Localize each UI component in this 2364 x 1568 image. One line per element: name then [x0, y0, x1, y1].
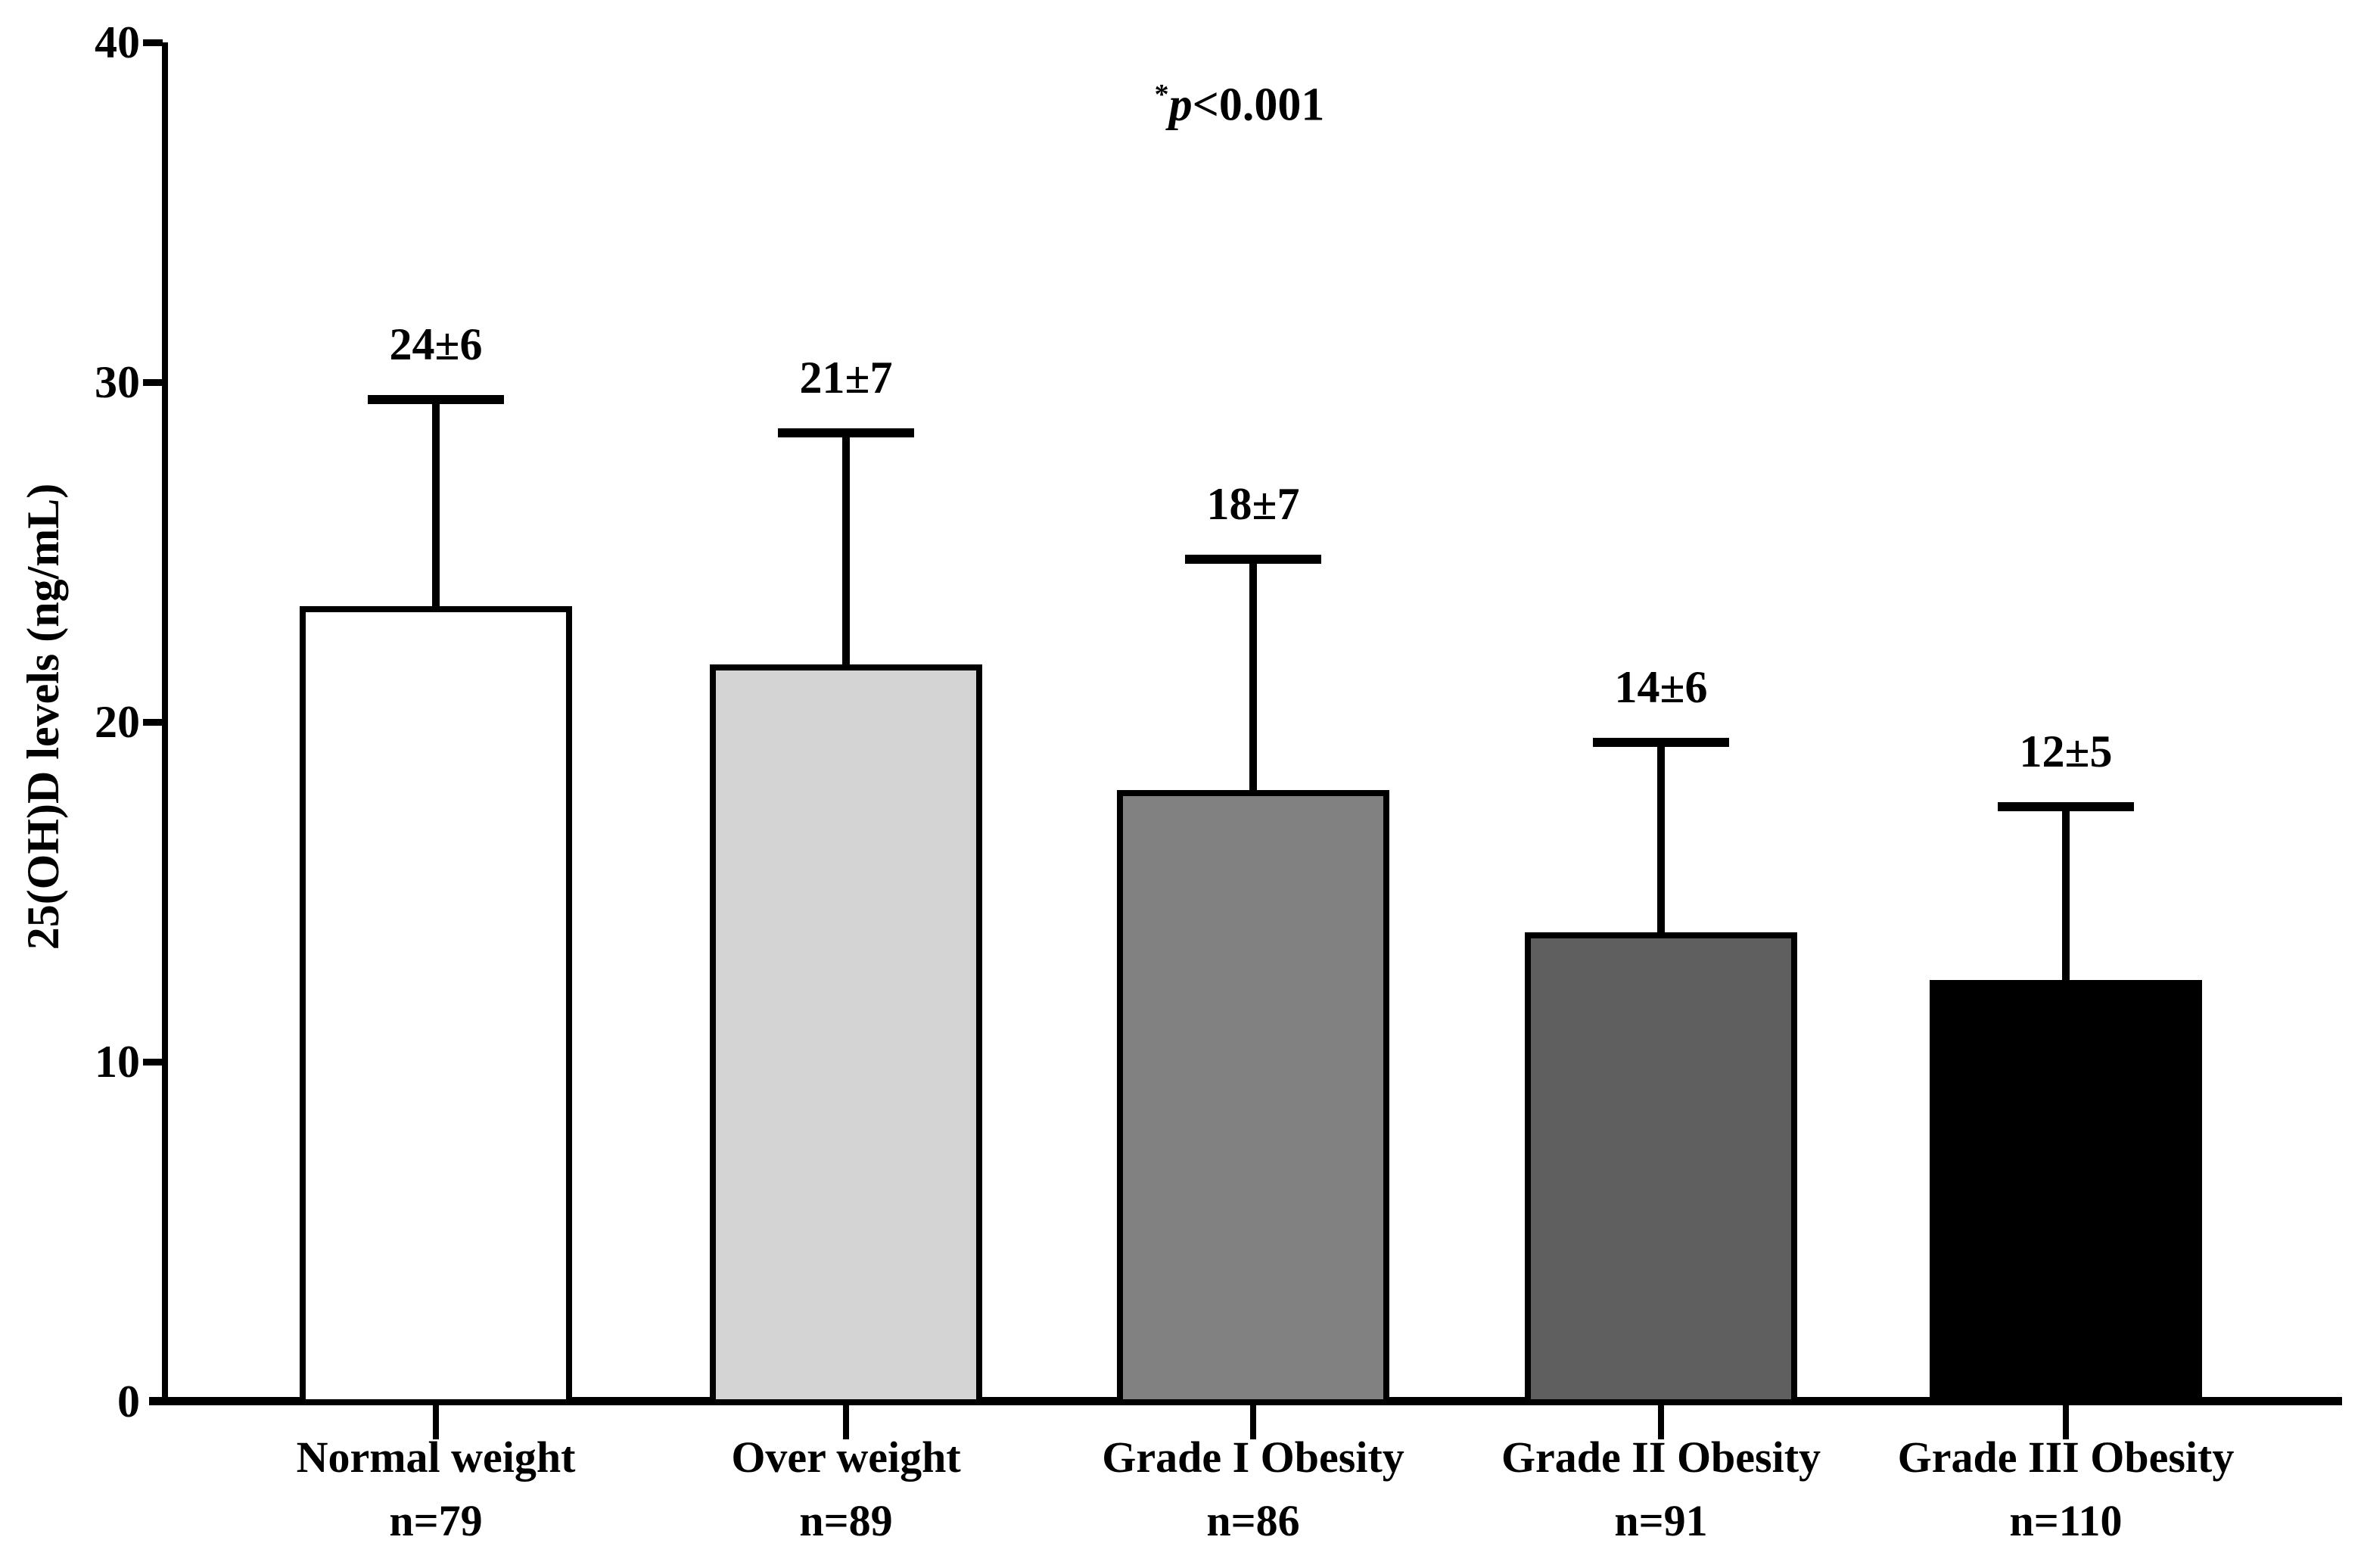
y-axis-tick — [143, 39, 163, 46]
category-name: Grade III Obesity — [1897, 1433, 2235, 1482]
error-bar-stem — [2062, 807, 2070, 985]
y-axis-line — [162, 42, 168, 1405]
annotation-value: <0.001 — [1192, 79, 1325, 131]
y-tick-label: 0 — [117, 1377, 140, 1426]
error-bar-cap — [1998, 802, 2134, 812]
sample-size-label: n=91 — [1614, 1496, 1708, 1545]
x-category-label-over-weight: Over weight n=89 — [604, 1426, 1088, 1553]
x-category-label-grade-3-obesity: Grade III Obesity n=110 — [1824, 1426, 2308, 1553]
x-category-label-grade-2-obesity: Grade II Obesity n=91 — [1419, 1426, 1903, 1553]
y-axis-tick — [143, 718, 163, 726]
y-axis-tick — [143, 378, 163, 386]
bar-grade-2-obesity — [1525, 932, 1797, 1405]
bar-grade-3-obesity — [1930, 980, 2202, 1405]
error-bar-stem — [1657, 742, 1665, 938]
error-bar-cap — [368, 394, 504, 404]
category-name: Grade I Obesity — [1102, 1433, 1404, 1482]
bar-grade-1-obesity — [1117, 789, 1389, 1405]
category-name: Normal weight — [296, 1433, 576, 1482]
category-name: Over weight — [731, 1433, 961, 1482]
error-bar-cap — [1185, 554, 1321, 564]
error-bar-cap — [1593, 737, 1729, 747]
bar-value-label: 14±6 — [1614, 661, 1708, 712]
bar-value-label: 12±5 — [2019, 726, 2113, 777]
bar-value-label: 18±7 — [1206, 478, 1300, 529]
category-name: Grade II Obesity — [1501, 1433, 1821, 1482]
sample-size-label: n=79 — [389, 1496, 483, 1545]
x-axis-tick — [2063, 1405, 2069, 1439]
y-tick-label: 10 — [95, 1037, 140, 1087]
error-bar-stem — [842, 433, 850, 669]
p-value-annotation: *p<0.001 — [1065, 64, 1414, 135]
error-bar-cap — [778, 428, 914, 438]
x-axis-tick — [1658, 1405, 1664, 1439]
x-axis-tick — [843, 1405, 849, 1439]
annotation-p: p — [1168, 79, 1193, 131]
sample-size-label: n=86 — [1206, 1496, 1300, 1545]
bar-value-label: 21±7 — [799, 353, 893, 403]
annotation-asterisk: * — [1154, 79, 1169, 110]
x-category-label-grade-1-obesity: Grade I Obesity n=86 — [1011, 1426, 1495, 1553]
error-bar-stem — [432, 399, 440, 611]
y-tick-label: 20 — [95, 697, 140, 747]
x-axis-tick — [1250, 1405, 1256, 1439]
y-axis-tick — [143, 1058, 163, 1066]
bar-normal-weight — [300, 606, 572, 1405]
y-tick-label: 40 — [95, 17, 140, 67]
sample-size-label: n=89 — [799, 1496, 893, 1545]
bar-value-label: 24±6 — [389, 319, 483, 369]
sample-size-label: n=110 — [2009, 1496, 2123, 1545]
x-category-label-normal-weight: Normal weight n=79 — [194, 1426, 678, 1553]
y-tick-label: 30 — [95, 357, 140, 407]
error-bar-stem — [1249, 558, 1257, 795]
x-axis-tick — [433, 1405, 439, 1439]
bar-over-weight — [710, 664, 982, 1405]
